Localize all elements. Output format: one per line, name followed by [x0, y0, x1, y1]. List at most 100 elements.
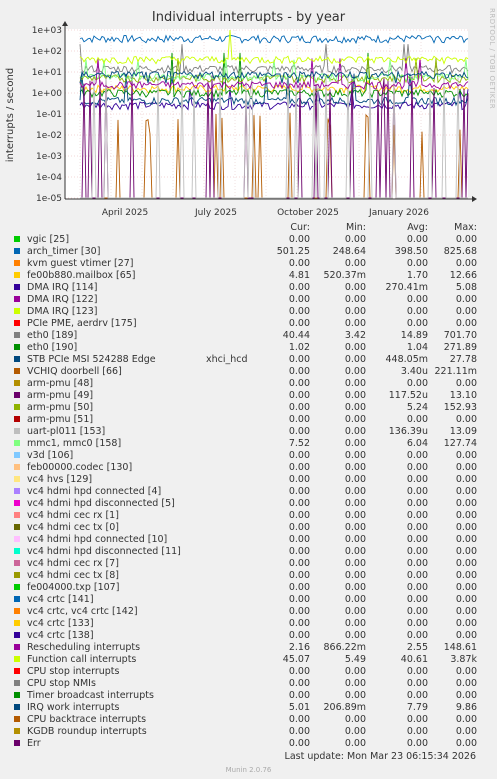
legend-row: IRQ work interrupts 5.01 206.89m 7.79 9.86 — [0, 702, 497, 714]
legend-avg: 0.00 — [406, 414, 428, 425]
legend-avg: 0.00 — [406, 570, 428, 581]
legend-label: eth0 [190] — [27, 342, 78, 353]
legend-avg: 0.00 — [406, 690, 428, 701]
legend-max: 701.70 — [443, 330, 477, 341]
legend-max: 152.93 — [443, 402, 477, 413]
legend-min: 0.00 — [344, 414, 366, 425]
legend-min: 248.64 — [332, 246, 366, 257]
legend-row: vc4 hdmi hpd disconnected [11] 0.00 0.00 0.… — [0, 546, 497, 558]
legend-max: 0.00 — [455, 378, 477, 389]
legend-swatch — [14, 644, 20, 650]
legend-label: vc4 hdmi hpd disconnected [11] — [27, 546, 181, 557]
legend-max: 0.00 — [455, 726, 477, 737]
legend-row: Rescheduling interrupts 2.16 866.22m 2.55 14… — [0, 642, 497, 654]
legend-min: 0.00 — [344, 306, 366, 317]
legend-max: 0.00 — [455, 618, 477, 629]
legend-avg: 270.41m — [385, 282, 429, 293]
legend-swatch — [14, 632, 20, 638]
legend-row: arm-pmu [51] 0.00 0.00 0.00 0.00 — [0, 414, 497, 426]
series-line — [79, 29, 469, 65]
legend-swatch — [14, 236, 20, 242]
legend-label: vc4 crtc, vc4 crtc [142] — [27, 606, 138, 617]
legend-row: arm-pmu [50] 0.00 0.00 5.24 152.93 — [0, 402, 497, 414]
legend-label: CPU backtrace interrupts — [27, 714, 147, 725]
legend-cur: 0.00 — [288, 522, 310, 533]
legend-row: vc4 hdmi cec rx [1] 0.00 0.00 0.00 0.00 — [0, 510, 497, 522]
legend-label: eth0 [189] — [27, 330, 78, 341]
legend-cur: 0.00 — [288, 234, 310, 245]
legend-avg: 2.55 — [406, 642, 428, 653]
col-min: Min: — [345, 222, 366, 233]
legend-label: DMA IRQ [114] — [27, 282, 98, 293]
legend-row: mmc1, mmc0 [158] 7.52 0.00 6.04 127.74 — [0, 438, 497, 450]
legend-row: Timer broadcast interrupts 0.00 0.00 0.00 0.… — [0, 690, 497, 702]
legend-max: 0.00 — [455, 714, 477, 725]
legend-max: 0.00 — [455, 630, 477, 641]
legend-avg: 0.00 — [406, 234, 428, 245]
legend-cur: 0.00 — [288, 546, 310, 557]
rrdtool-credit: RRDTOOL / TOBI OETIKER — [488, 8, 496, 110]
legend-avg: 6.04 — [406, 438, 428, 449]
legend-min: 0.00 — [344, 510, 366, 521]
legend-min: 0.00 — [344, 426, 366, 437]
y-tick-label: 1e-04 — [36, 173, 62, 183]
legend-min: 0.00 — [344, 438, 366, 449]
legend-max: 221.11m — [434, 366, 478, 377]
legend-avg: 0.00 — [406, 678, 428, 689]
legend-max: 0.00 — [455, 582, 477, 593]
legend-max: 0.00 — [455, 474, 477, 485]
legend-cur: 0.00 — [288, 426, 310, 437]
legend-label: arm-pmu [50] — [27, 402, 94, 413]
series-line — [79, 89, 469, 111]
legend-row: arm-pmu [49] 0.00 0.00 117.52u 13.10 — [0, 390, 497, 402]
legend-avg: 136.39u — [388, 426, 428, 437]
legend-swatch — [14, 428, 20, 434]
legend-swatch — [14, 260, 20, 266]
legend-min: 0.00 — [344, 390, 366, 401]
legend-avg: 0.00 — [406, 738, 428, 749]
series-line — [79, 52, 469, 99]
legend-max: 5.08 — [455, 282, 477, 293]
series-lines — [79, 29, 469, 199]
legend-swatch — [14, 512, 20, 518]
legend-swatch — [14, 272, 20, 278]
legend-cur: 0.00 — [288, 714, 310, 725]
legend-cur: 0.00 — [288, 570, 310, 581]
legend-min: 520.37m — [323, 270, 367, 281]
legend-max: 0.00 — [455, 498, 477, 509]
y-tick-label: 1e-01 — [36, 110, 62, 120]
legend-avg: 0.00 — [406, 258, 428, 269]
legend-avg: 0.00 — [406, 714, 428, 725]
legend-label: arm-pmu [51] — [27, 414, 94, 425]
legend-avg: 0.00 — [406, 486, 428, 497]
legend-label: CPU stop NMIs — [27, 678, 96, 689]
legend-label: kvm guest vtimer [27] — [27, 258, 134, 269]
legend-swatch — [14, 332, 20, 338]
legend-avg: 40.61 — [400, 654, 428, 665]
legend-row: PCIe PME, aerdrv [175] 0.00 0.00 0.00 0.00 — [0, 318, 497, 330]
legend-label: IRQ work interrupts — [27, 702, 120, 713]
legend-cur: 40.44 — [282, 330, 310, 341]
legend-swatch — [14, 716, 20, 722]
legend-min: 0.00 — [344, 678, 366, 689]
legend-min: 5.49 — [344, 654, 366, 665]
legend-max: 0.00 — [455, 510, 477, 521]
legend-label: feb00000.codec [130] — [27, 462, 133, 473]
y-tick-labels: 1e+03 1e+02 1e+01 1e+00 1e-01 1e-02 1e-03 1e-04… — [32, 26, 63, 204]
legend-cur: 0.00 — [288, 318, 310, 329]
legend-max: 0.00 — [455, 570, 477, 581]
legend-label: arm-pmu [48] — [27, 378, 94, 389]
legend-cur: 0.00 — [288, 582, 310, 593]
legend-min: 206.89m — [323, 702, 367, 713]
legend-row: uart-pl011 [153] 0.00 0.00 136.39u 13.09 — [0, 426, 497, 438]
legend-min: 0.00 — [344, 690, 366, 701]
legend-max: 0.00 — [455, 666, 477, 677]
legend-row: vgic [25] 0.00 0.00 0.00 0.00 — [0, 234, 497, 246]
legend-avg: 0.00 — [406, 450, 428, 461]
legend-row: CPU stop interrupts 0.00 0.00 0.00 0.00 — [0, 666, 497, 678]
legend-cur: 0.00 — [288, 726, 310, 737]
legend-cur: 1.02 — [288, 342, 310, 353]
legend-label: Timer broadcast interrupts — [27, 690, 154, 701]
legend-label: vc4 crtc [141] — [27, 594, 94, 605]
legend-min: 0.00 — [344, 618, 366, 629]
